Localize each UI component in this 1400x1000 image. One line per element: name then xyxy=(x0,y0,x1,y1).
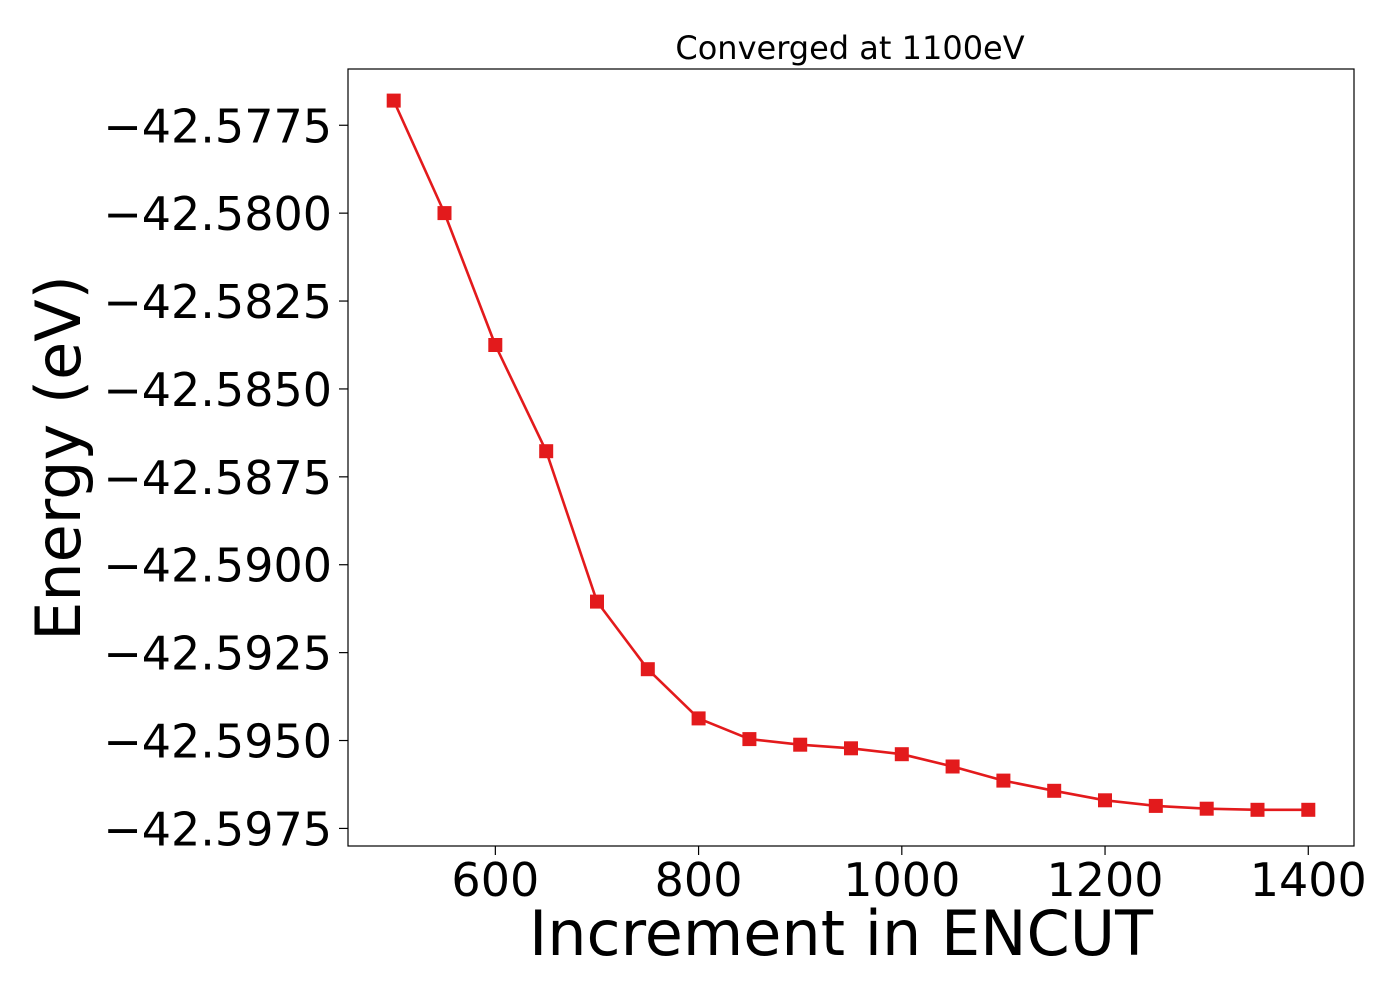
data-point-marker xyxy=(742,732,757,747)
data-point-marker xyxy=(691,711,706,726)
chart-title: Converged at 1100eV xyxy=(675,29,1024,67)
y-axis-label: Energy (eV) xyxy=(22,275,95,641)
data-point-marker xyxy=(1047,783,1062,798)
data-point-marker xyxy=(539,444,554,459)
data-point-marker xyxy=(996,773,1011,788)
y-tick-label: −42.5950 xyxy=(103,715,332,769)
data-point-marker xyxy=(437,206,452,221)
data-point-marker xyxy=(1301,802,1316,817)
x-tick-label: 800 xyxy=(655,853,743,907)
data-point-marker xyxy=(945,759,960,774)
data-point-marker xyxy=(488,338,503,352)
x-axis: 600 800 1000 1200 1400 xyxy=(451,846,1367,907)
x-axis-label: Increment in ENCUT xyxy=(529,897,1154,970)
y-tick-label: −42.5925 xyxy=(103,627,332,681)
y-axis: −42.5775 −42.5800 −42.5825 −42.5850 −42.5875… xyxy=(103,99,348,856)
x-tick-label: 1200 xyxy=(1047,853,1164,907)
series-layer xyxy=(386,93,1316,817)
data-point-marker xyxy=(793,737,808,752)
x-tick-label: 1000 xyxy=(843,853,960,907)
y-tick-label: −42.5875 xyxy=(103,451,332,505)
data-point-marker xyxy=(844,741,858,756)
y-tick-label: −42.5825 xyxy=(103,275,332,329)
plot-area-frame xyxy=(347,68,1355,847)
y-tick-label: −42.5975 xyxy=(103,802,332,856)
y-tick-label: −42.5900 xyxy=(103,539,332,593)
data-point-marker xyxy=(1199,801,1214,816)
x-tick-label: 600 xyxy=(451,853,539,907)
data-point-marker xyxy=(386,93,401,108)
data-point-marker xyxy=(640,662,655,677)
data-point-marker xyxy=(590,594,604,609)
data-point-marker xyxy=(1148,798,1163,813)
data-point-marker xyxy=(1250,802,1265,817)
data-point-marker xyxy=(894,747,909,762)
y-tick-label: −42.5775 xyxy=(103,99,332,153)
x-tick-label: 1400 xyxy=(1250,853,1367,907)
series-line xyxy=(392,100,1309,812)
y-tick-label: −42.5850 xyxy=(103,363,332,417)
data-point-marker xyxy=(1098,793,1112,808)
y-tick-label: −42.5800 xyxy=(103,187,332,241)
